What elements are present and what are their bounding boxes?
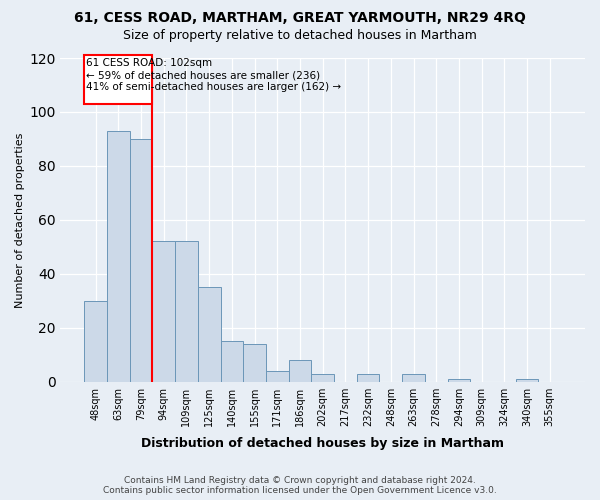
Bar: [175, 242, 198, 382]
Bar: [266, 371, 289, 382]
X-axis label: Distribution of detached houses by size in Martham: Distribution of detached houses by size …: [141, 437, 504, 450]
Bar: [84, 300, 107, 382]
Bar: [152, 242, 175, 382]
Bar: [448, 379, 470, 382]
FancyBboxPatch shape: [84, 56, 152, 104]
Bar: [198, 288, 221, 382]
Bar: [357, 374, 379, 382]
Text: 41% of semi-detached houses are larger (162) →: 41% of semi-detached houses are larger (…: [86, 82, 341, 92]
Text: 61 CESS ROAD: 102sqm: 61 CESS ROAD: 102sqm: [86, 58, 212, 68]
Text: 61, CESS ROAD, MARTHAM, GREAT YARMOUTH, NR29 4RQ: 61, CESS ROAD, MARTHAM, GREAT YARMOUTH, …: [74, 11, 526, 25]
Text: Contains public sector information licensed under the Open Government Licence v3: Contains public sector information licen…: [103, 486, 497, 495]
Bar: [402, 374, 425, 382]
Text: ← 59% of detached houses are smaller (236): ← 59% of detached houses are smaller (23…: [86, 70, 320, 80]
Bar: [311, 374, 334, 382]
Bar: [221, 341, 243, 382]
Bar: [516, 379, 538, 382]
Text: Size of property relative to detached houses in Martham: Size of property relative to detached ho…: [123, 28, 477, 42]
Y-axis label: Number of detached properties: Number of detached properties: [15, 132, 25, 308]
Bar: [130, 139, 152, 382]
Bar: [243, 344, 266, 382]
Bar: [107, 131, 130, 382]
Text: Contains HM Land Registry data © Crown copyright and database right 2024.: Contains HM Land Registry data © Crown c…: [124, 476, 476, 485]
Bar: [289, 360, 311, 382]
